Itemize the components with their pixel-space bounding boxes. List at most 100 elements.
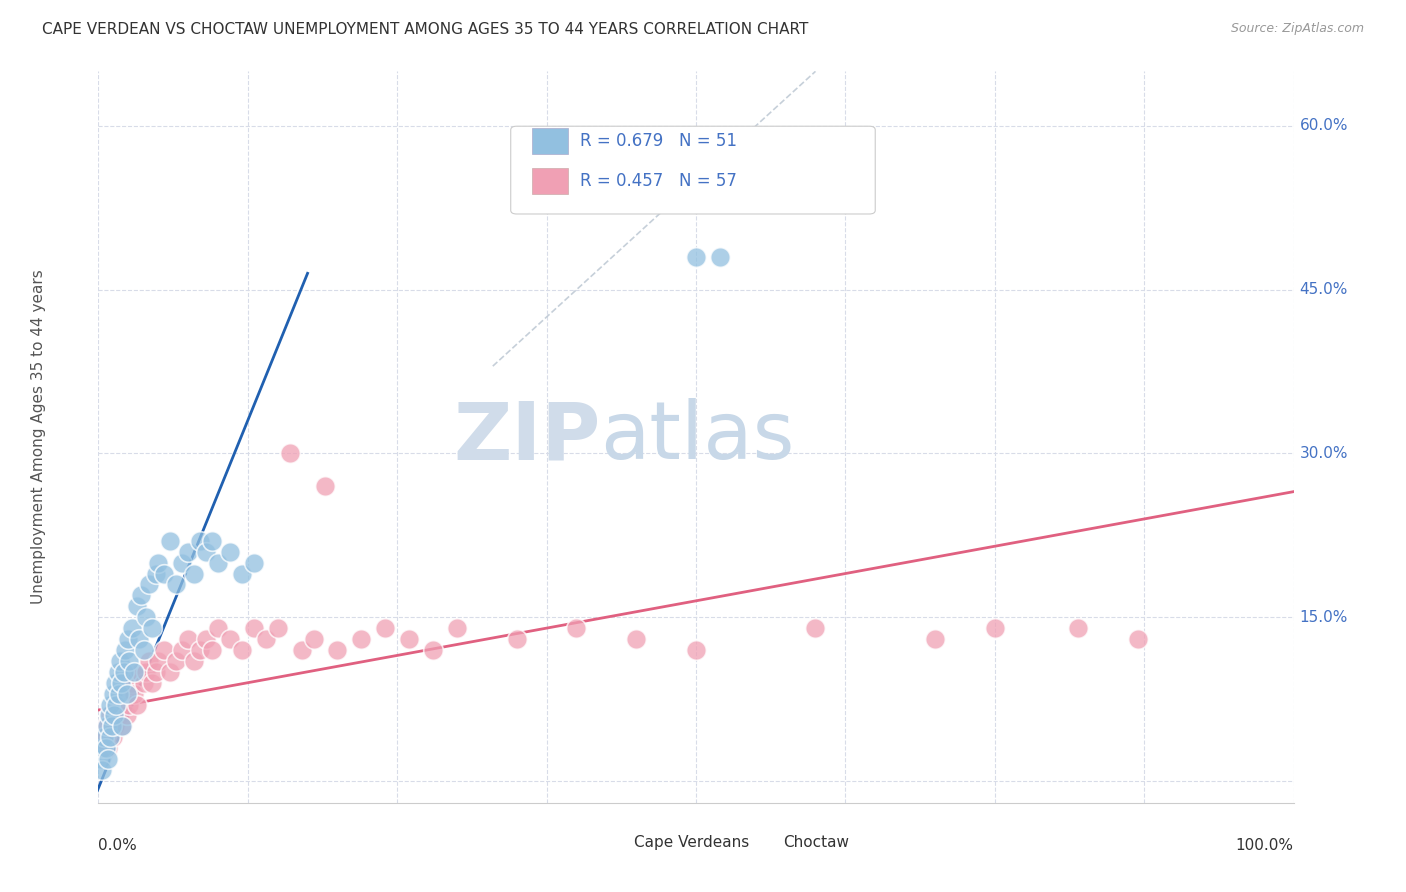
- Point: [107, 665, 129, 679]
- Point: [195, 632, 218, 646]
- Point: [104, 675, 127, 690]
- Text: R = 0.679   N = 51: R = 0.679 N = 51: [581, 132, 737, 150]
- Point: [104, 719, 127, 733]
- Point: [302, 632, 325, 646]
- Point: [101, 687, 124, 701]
- Point: [98, 731, 122, 745]
- Point: [207, 556, 229, 570]
- Point: [131, 588, 153, 602]
- Text: Cape Verdeans: Cape Verdeans: [634, 835, 749, 850]
- Point: [145, 665, 167, 679]
- Text: CAPE VERDEAN VS CHOCTAW UNEMPLOYMENT AMONG AGES 35 TO 44 YEARS CORRELATION CHART: CAPE VERDEAN VS CHOCTAW UNEMPLOYMENT AMO…: [42, 22, 808, 37]
- Point: [685, 250, 707, 264]
- Point: [97, 752, 120, 766]
- Point: [148, 654, 170, 668]
- Point: [96, 719, 118, 733]
- Point: [315, 479, 337, 493]
- Point: [108, 654, 131, 668]
- Text: ZIP: ZIP: [453, 398, 600, 476]
- Point: [183, 566, 205, 581]
- Point: [138, 577, 160, 591]
- Point: [565, 621, 588, 635]
- Point: [188, 643, 211, 657]
- Point: [105, 698, 128, 712]
- Bar: [749, 834, 776, 850]
- Point: [121, 621, 143, 635]
- Point: [172, 643, 194, 657]
- Point: [91, 741, 114, 756]
- Text: 0.0%: 0.0%: [98, 838, 138, 853]
- Point: [135, 665, 157, 679]
- Point: [188, 533, 211, 548]
- Point: [153, 643, 176, 657]
- Point: [278, 446, 301, 460]
- Point: [110, 675, 132, 690]
- Point: [111, 719, 134, 733]
- Point: [231, 643, 253, 657]
- Point: [91, 731, 114, 745]
- Point: [201, 533, 224, 548]
- Point: [326, 643, 349, 657]
- Point: [125, 599, 148, 614]
- Point: [124, 665, 146, 679]
- Point: [231, 566, 253, 581]
- Point: [132, 675, 155, 690]
- Point: [117, 632, 139, 646]
- Point: [1128, 632, 1150, 646]
- Point: [94, 719, 117, 733]
- Point: [1067, 621, 1090, 635]
- Point: [243, 556, 266, 570]
- Text: Choctaw: Choctaw: [783, 835, 849, 850]
- Text: 45.0%: 45.0%: [1299, 282, 1348, 297]
- Point: [124, 687, 146, 701]
- Point: [177, 632, 200, 646]
- Point: [100, 719, 122, 733]
- Bar: [600, 834, 627, 850]
- Point: [159, 665, 181, 679]
- Point: [98, 708, 121, 723]
- Point: [101, 731, 124, 745]
- Point: [291, 643, 314, 657]
- Point: [148, 556, 170, 570]
- Point: [446, 621, 468, 635]
- Point: [709, 250, 731, 264]
- Point: [132, 643, 155, 657]
- Point: [114, 687, 136, 701]
- Point: [138, 654, 160, 668]
- Point: [135, 610, 157, 624]
- Point: [118, 654, 141, 668]
- Point: [94, 741, 117, 756]
- Point: [626, 632, 648, 646]
- Point: [115, 708, 138, 723]
- Point: [112, 665, 135, 679]
- Point: [90, 752, 112, 766]
- Point: [177, 545, 200, 559]
- Point: [111, 719, 134, 733]
- Point: [685, 643, 707, 657]
- Point: [984, 621, 1007, 635]
- Point: [141, 675, 163, 690]
- Point: [804, 621, 827, 635]
- Point: [422, 643, 444, 657]
- Point: [219, 632, 242, 646]
- Text: 15.0%: 15.0%: [1299, 610, 1348, 624]
- Text: Unemployment Among Ages 35 to 44 years: Unemployment Among Ages 35 to 44 years: [31, 269, 46, 605]
- Point: [267, 621, 290, 635]
- Point: [207, 621, 229, 635]
- Point: [129, 665, 152, 679]
- Text: atlas: atlas: [600, 398, 794, 476]
- FancyBboxPatch shape: [510, 126, 875, 214]
- Point: [153, 566, 176, 581]
- Point: [254, 632, 277, 646]
- Point: [172, 556, 194, 570]
- Point: [201, 643, 224, 657]
- Point: [97, 741, 120, 756]
- Text: 30.0%: 30.0%: [1299, 446, 1348, 461]
- Point: [128, 632, 150, 646]
- Point: [195, 545, 218, 559]
- Text: Source: ZipAtlas.com: Source: ZipAtlas.com: [1230, 22, 1364, 36]
- Point: [103, 708, 125, 723]
- Point: [107, 687, 129, 701]
- Bar: [533, 168, 568, 194]
- Point: [98, 708, 122, 723]
